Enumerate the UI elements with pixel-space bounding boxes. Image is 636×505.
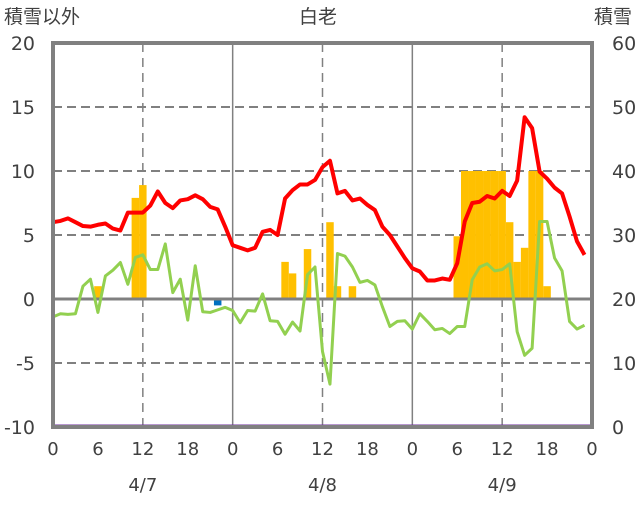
right-y-ticks: 60 50 40 30 20 10 0 bbox=[612, 33, 636, 439]
green-series-line bbox=[52, 220, 586, 386]
precipitation-bar bbox=[326, 222, 334, 299]
x-ticks: 0 6 12 18 0 6 12 18 0 6 12 18 0 bbox=[47, 439, 597, 460]
precipitation-bar bbox=[483, 171, 491, 299]
x-tick-label: 0 bbox=[227, 439, 238, 460]
negative-bar-bar bbox=[213, 299, 222, 306]
x-tick-label: 12 bbox=[491, 439, 514, 460]
date-labels: 4/7 4/8 4/9 bbox=[128, 475, 516, 496]
date-label: 4/7 bbox=[128, 475, 157, 496]
right-tick-label: 30 bbox=[612, 225, 636, 247]
precipitation-bar bbox=[505, 222, 514, 299]
chart-title: 白老 bbox=[299, 6, 337, 28]
left-tick-label: -5 bbox=[16, 353, 35, 375]
x-tick-label: 0 bbox=[586, 439, 597, 460]
x-tick-label: 0 bbox=[407, 439, 418, 460]
date-label: 4/8 bbox=[308, 475, 337, 496]
x-tick-label: 6 bbox=[92, 439, 103, 460]
x-tick-label: 18 bbox=[356, 439, 379, 460]
precipitation-bar bbox=[131, 197, 140, 299]
x-tick-label: 18 bbox=[536, 439, 559, 460]
precipitation-bar bbox=[528, 171, 536, 299]
precipitation-bar bbox=[94, 286, 102, 299]
precipitation-bar bbox=[333, 286, 342, 299]
precipitation-bar bbox=[498, 171, 506, 299]
precipitation-bar bbox=[490, 171, 499, 299]
precipitation-bar bbox=[475, 171, 484, 299]
precipitation-bar bbox=[281, 261, 289, 299]
left-tick-label: 15 bbox=[11, 97, 35, 119]
precipitation-bar bbox=[543, 286, 551, 299]
precipitation-bar bbox=[468, 171, 476, 299]
precipitation-bar bbox=[139, 185, 147, 299]
left-axis-label: 積雪以外 bbox=[4, 6, 80, 28]
plot-frame bbox=[51, 41, 594, 429]
precipitation-bar bbox=[348, 286, 357, 299]
right-tick-label: 50 bbox=[612, 97, 636, 119]
right-tick-label: 60 bbox=[612, 33, 636, 55]
x-tick-label: 12 bbox=[131, 439, 154, 460]
left-tick-label: 5 bbox=[23, 225, 35, 247]
left-tick-label: 10 bbox=[11, 161, 35, 183]
left-tick-label: 20 bbox=[11, 33, 35, 55]
x-tick-label: 6 bbox=[272, 439, 283, 460]
right-tick-label: 10 bbox=[612, 353, 636, 375]
x-tick-label: 18 bbox=[176, 439, 199, 460]
right-axis-label: 積雪 bbox=[594, 6, 632, 28]
date-label: 4/9 bbox=[488, 475, 517, 496]
x-tick-label: 12 bbox=[311, 439, 334, 460]
x-tick-label: 6 bbox=[452, 439, 463, 460]
temperature-line bbox=[52, 115, 587, 283]
precipitation-bar bbox=[288, 273, 297, 299]
left-tick-label: 0 bbox=[23, 289, 35, 311]
precipitation-bar bbox=[460, 171, 469, 299]
x-tick-label: 0 bbox=[47, 439, 58, 460]
precipitation-bar bbox=[520, 247, 529, 299]
right-tick-label: 20 bbox=[612, 289, 636, 311]
precipitation-bar bbox=[513, 261, 521, 299]
right-tick-label: 40 bbox=[612, 161, 636, 183]
plot-border bbox=[51, 41, 594, 429]
right-tick-label: 0 bbox=[612, 417, 624, 439]
left-tick-label: -10 bbox=[4, 417, 35, 439]
left-y-ticks: 20 15 10 5 0 -5 -10 bbox=[4, 33, 35, 439]
